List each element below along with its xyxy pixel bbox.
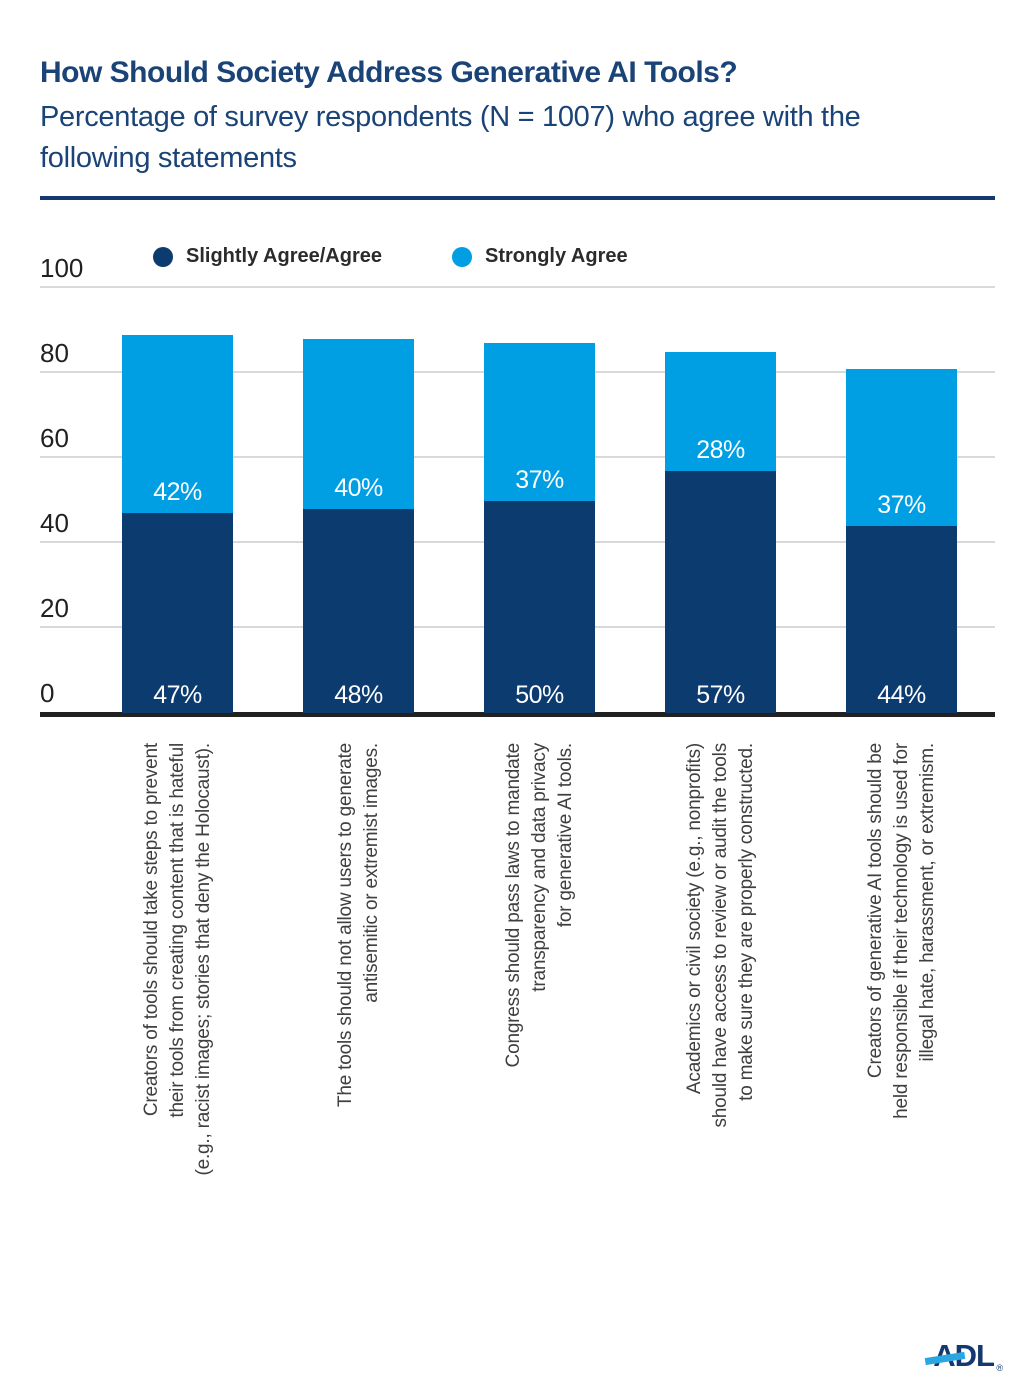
y-tick-label: 0 [40,678,55,708]
legend-swatch [153,246,173,267]
bar-value-agree: 44% [877,681,926,709]
bar-segment-agree [846,526,957,713]
bar-segment-strongly-agree [846,368,957,526]
bar-group: 48% 40% [303,288,414,713]
bar-value-agree: 48% [334,681,383,709]
y-tick-label: 100 [40,253,84,283]
bar-group: 57% 28% [665,288,776,713]
category-label: The tools should not allow users to gene… [334,743,382,1108]
y-tick-label: 60 [40,423,69,453]
category-label: Creators of tools should take steps to p… [140,743,214,1176]
bar-segment-agree [665,470,776,713]
bar-segment-agree [122,513,233,713]
bar-value-agree: 57% [696,681,745,709]
category-label: Congress should pass laws to mandate tra… [502,743,576,1068]
bar-value-strongly-agree: 37% [877,491,926,519]
legend-label: Slightly Agree/Agree [186,245,382,267]
bar-group: 44% 37% [846,288,957,713]
bar-group: 47% 42% [122,288,233,713]
registered-trademark-icon: ® [996,1363,1003,1373]
bar-segment-strongly-agree [122,334,233,514]
bar-segment-strongly-agree [303,339,414,509]
bar-value-strongly-agree: 37% [515,465,564,494]
bar-value-strongly-agree: 40% [334,474,383,502]
bar-value-agree: 50% [515,681,564,709]
y-tick-label: 80 [40,338,69,368]
legend-item-slightly-agree: Slightly Agree/Agree [153,245,382,268]
bar-value-agree: 47% [153,681,202,709]
page-title: How Should Society Address Generative AI… [40,56,738,89]
y-axis: 0 20 40 60 80 100 [40,255,120,713]
category-label: Academics or civil society (e.g., nonpro… [683,743,757,1128]
legend-swatch [451,246,472,267]
page-subtitle: Percentage of survey respondents (N = 10… [40,101,861,174]
bar-segment-strongly-agree [665,351,776,471]
divider [40,196,995,200]
bar-value-strongly-agree: 28% [696,435,745,464]
x-axis-line [40,712,995,717]
bar-segment-strongly-agree [484,343,595,501]
adl-logo: ADL ® [924,1340,1003,1374]
bar-group: 50% 37% [484,288,595,713]
gridline [40,286,995,288]
plot-area: 47% 42% 48% 40% 50% 37% 57% 28% 44% 37% [40,286,995,717]
bar-value-strongly-agree: 42% [153,478,202,507]
legend: Slightly Agree/Agree Strongly Agree [153,245,628,268]
legend-item-strongly-agree: Strongly Agree [451,245,628,268]
legend-label: Strongly Agree [484,245,628,267]
y-tick-label: 20 [40,593,69,623]
y-tick-label: 40 [40,508,69,538]
bar-segment-agree [303,509,414,713]
bar-segment-agree [484,500,595,713]
category-label: Creators of generative AI tools should b… [864,743,938,1119]
